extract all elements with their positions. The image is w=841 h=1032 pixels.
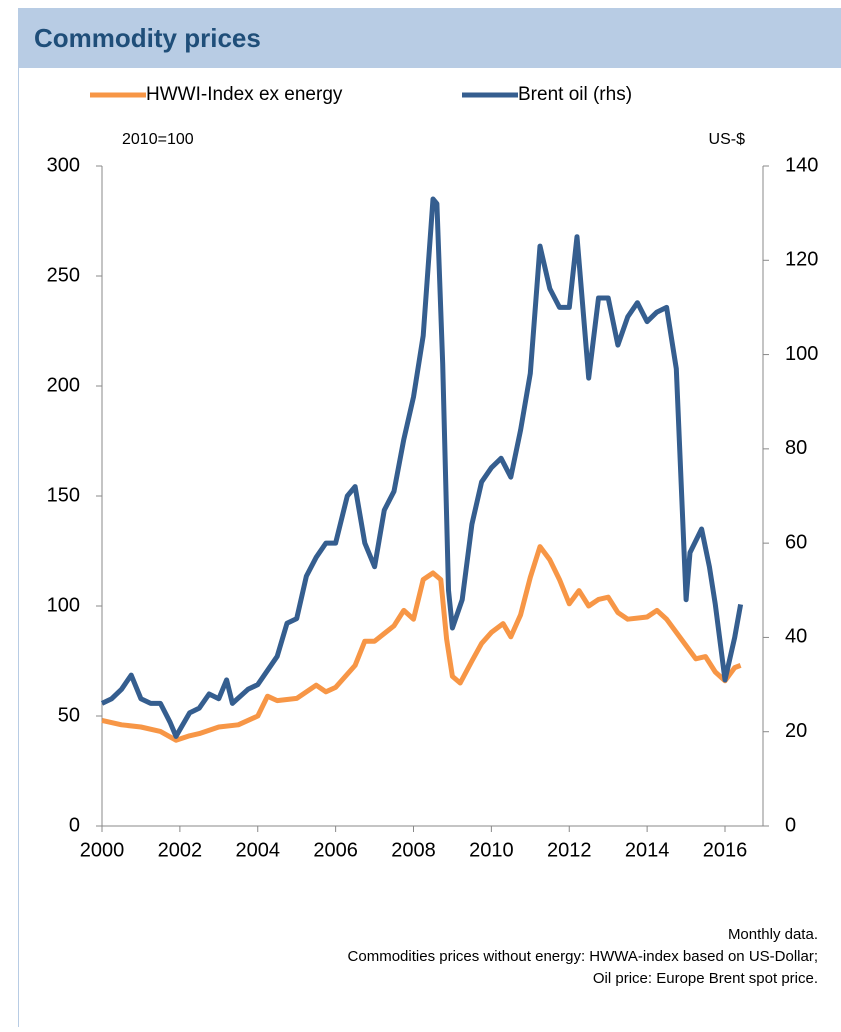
y2-tick-label: 60: [785, 531, 807, 553]
y-tick-label: 100: [47, 594, 80, 616]
chart-title: Commodity prices: [34, 23, 261, 53]
x-tick-label: 2000: [80, 839, 125, 861]
legend-label: HWWI-Index ex energy: [146, 84, 343, 105]
x-tick-label: 2012: [547, 839, 592, 861]
x-tick-label: 2016: [703, 839, 748, 861]
legend-label: Brent oil (rhs): [518, 84, 632, 105]
y2-tick-label: 40: [785, 626, 807, 648]
x-tick-label: 2008: [391, 839, 436, 861]
y2-tick-label: 20: [785, 720, 807, 742]
x-tick-label: 2002: [158, 839, 203, 861]
note: Commodities prices without energy: HWWA-…: [348, 948, 818, 965]
y-tick-label: 0: [69, 814, 80, 836]
y-axis-label: 2010=100: [122, 131, 194, 148]
y2-axis-label: US-$: [709, 131, 746, 148]
y-tick-label: 50: [58, 704, 80, 726]
y-tick-label: 250: [47, 264, 80, 286]
y2-tick-label: 100: [785, 343, 818, 365]
header-band: [18, 8, 841, 68]
note: Oil price: Europe Brent spot price.: [593, 970, 818, 987]
y-tick-label: 150: [47, 484, 80, 506]
y-tick-label: 300: [47, 154, 80, 176]
x-tick-label: 2014: [625, 839, 670, 861]
y-tick-label: 200: [47, 374, 80, 396]
x-tick-label: 2006: [313, 839, 358, 861]
x-tick-label: 2004: [236, 839, 281, 861]
line-series: [101, 544, 742, 743]
y2-tick-label: 120: [785, 249, 818, 271]
note: Monthly data.: [728, 926, 818, 943]
y2-tick-label: 0: [785, 814, 796, 836]
y2-tick-label: 140: [785, 154, 818, 176]
line-series: [100, 196, 744, 739]
x-tick-label: 2010: [469, 839, 514, 861]
y2-tick-label: 80: [785, 437, 807, 459]
